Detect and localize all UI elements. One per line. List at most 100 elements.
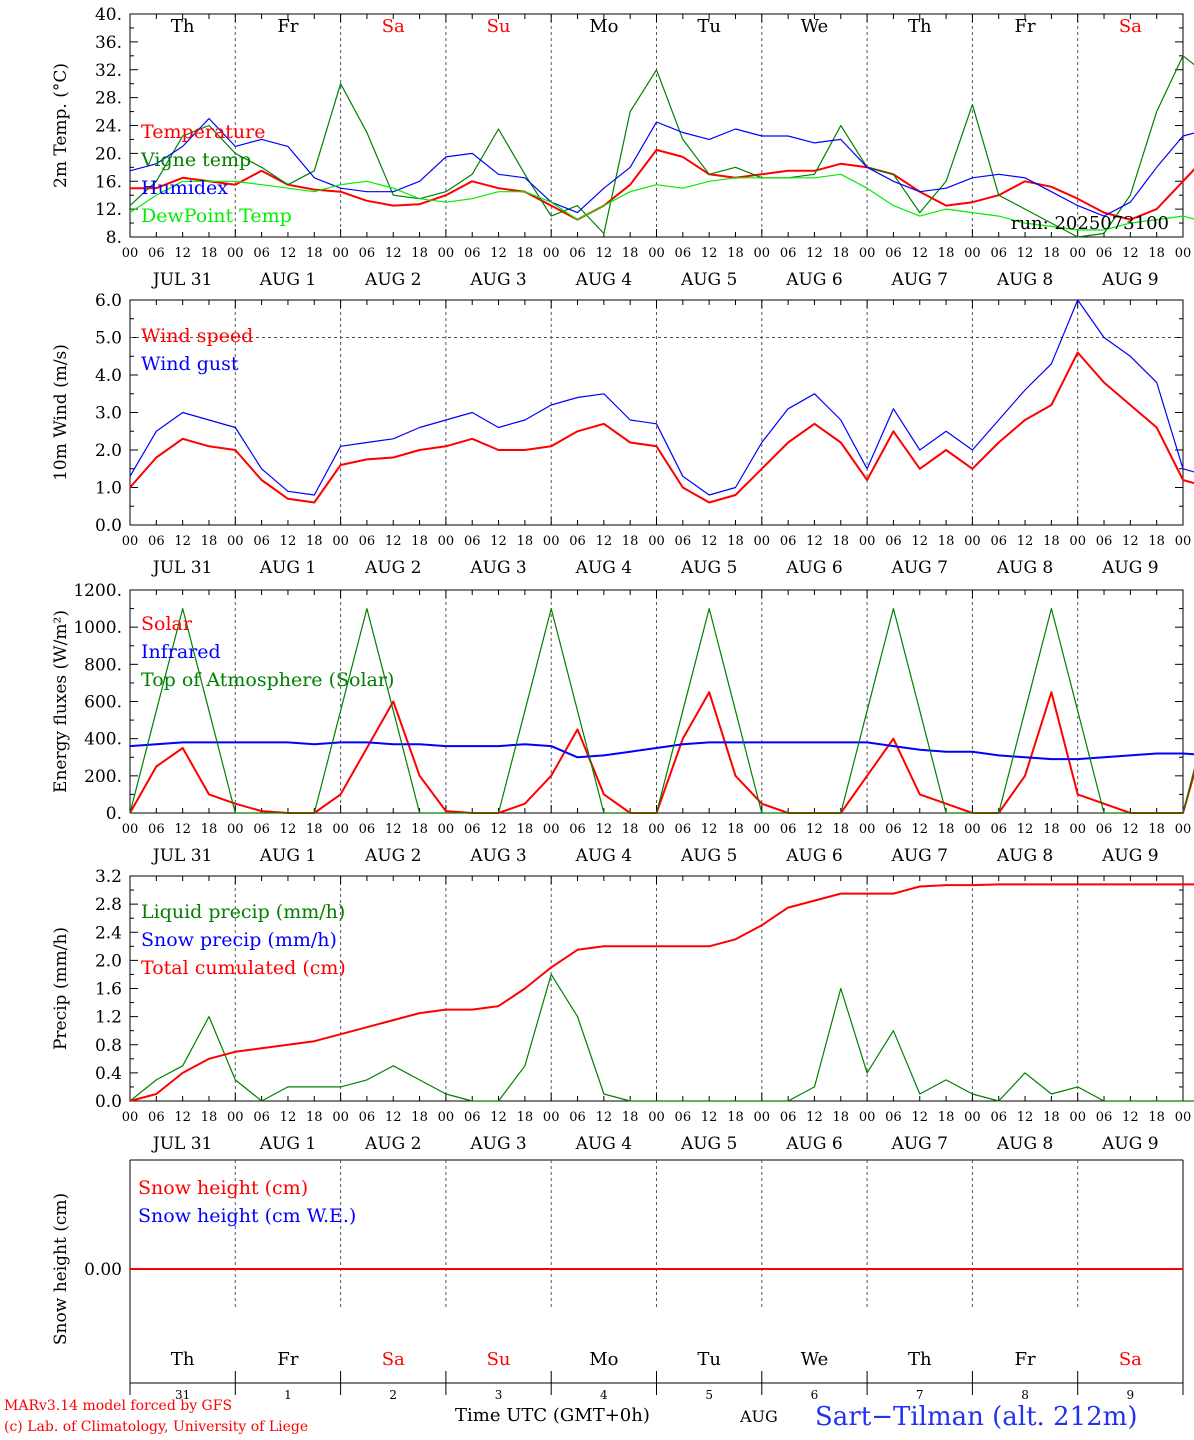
hour-tick-label: 18 (727, 1110, 744, 1125)
hour-tick-label: 00 (438, 534, 455, 549)
run-annotation: run: 2025073100 (1011, 213, 1169, 234)
hour-tick-label: 00 (754, 1110, 771, 1125)
date-label: AUG 5 (680, 1134, 737, 1154)
hour-tick-label: 06 (885, 534, 902, 549)
weekday-label: We (801, 1349, 829, 1370)
day-number-label: 6 (811, 1388, 819, 1402)
hour-tick-label: 00 (227, 246, 244, 261)
hour-tick-label: 06 (464, 246, 481, 261)
date-label: AUG 2 (364, 558, 421, 578)
hour-tick-label: 00 (1069, 1110, 1086, 1125)
hour-tick-label: 12 (280, 534, 297, 549)
hour-tick-label: 18 (727, 534, 744, 549)
series-line-3 (129, 607, 1194, 814)
date-label: AUG 6 (785, 270, 842, 290)
y-tick-label: 0.8 (95, 1036, 122, 1056)
hour-tick-label: 00 (648, 1110, 665, 1125)
hour-tick-label: 06 (1096, 534, 1113, 549)
hour-tick-label: 00 (332, 534, 349, 549)
hour-tick-label: 12 (911, 246, 928, 261)
hour-tick-label: 00 (1175, 534, 1192, 549)
hour-tick-label: 12 (174, 1110, 191, 1125)
hour-tick-label: 00 (1069, 534, 1086, 549)
hour-tick-label: 18 (306, 534, 323, 549)
copyright-credit: (c) Lab. of Climatology, University of L… (4, 1419, 309, 1435)
hour-tick-label: 00 (227, 534, 244, 549)
hour-tick-label: 00 (648, 534, 665, 549)
series-line-2 (129, 299, 1194, 496)
hour-tick-label: 00 (227, 822, 244, 837)
hour-tick-label: 06 (990, 822, 1007, 837)
hour-tick-label: 06 (464, 822, 481, 837)
hour-tick-label: 00 (754, 246, 771, 261)
day-number-label: 5 (705, 1388, 713, 1402)
hour-tick-label: 00 (543, 1110, 560, 1125)
legend-entry: Wind gust (141, 353, 239, 375)
hour-tick-label: 12 (596, 246, 613, 261)
date-label: AUG 2 (364, 1134, 421, 1154)
date-label: AUG 9 (1101, 1134, 1158, 1154)
y-tick-label: 800. (84, 655, 122, 675)
hour-tick-label: 06 (359, 822, 376, 837)
hour-tick-label: 06 (148, 246, 165, 261)
panel-4: 00 06 12 18 00 06 12 18 00 06 12 18 00 06 12 18 00 06 12 18… (51, 867, 1194, 1154)
y-axis-label: Precip (mm/h) (51, 927, 71, 1050)
hour-tick-label: 18 (833, 1110, 850, 1125)
hour-tick-label: 06 (464, 534, 481, 549)
hour-tick-label: 06 (1096, 822, 1113, 837)
hour-tick-label: 18 (201, 822, 218, 837)
y-tick-label: 2.4 (95, 923, 122, 943)
date-label: AUG 3 (469, 270, 526, 290)
hour-tick-label: 06 (253, 246, 270, 261)
panel-1: 00 06 12 18 00 06 12 18 00 06 12 18 00 06 12 18 00 06 12 18… (51, 5, 1194, 290)
hour-tick-label: 06 (780, 246, 797, 261)
hour-tick-label: 00 (859, 246, 876, 261)
y-tick-label: 400. (84, 730, 122, 750)
date-label: AUG 7 (891, 1134, 948, 1154)
hour-tick-label: 12 (1017, 822, 1034, 837)
hour-tick-label: 00 (859, 1110, 876, 1125)
day-number-label: 4 (600, 1388, 608, 1402)
date-label: AUG 3 (469, 558, 526, 578)
hour-tick-label: 06 (780, 822, 797, 837)
hour-tick-label: 12 (596, 822, 613, 837)
weekday-label: Th (171, 16, 195, 37)
date-label: AUG 6 (785, 558, 842, 578)
legend-entry: Temperature (141, 121, 265, 143)
weekday-label: Fr (277, 16, 298, 37)
weekday-label: Su (487, 16, 511, 37)
hour-tick-label: 06 (148, 822, 165, 837)
hour-tick-label: 18 (517, 822, 534, 837)
hour-tick-label: 18 (411, 534, 428, 549)
series-line-1 (129, 351, 1194, 504)
hour-tick-label: 12 (385, 246, 402, 261)
y-tick-label: 200. (84, 767, 122, 787)
hour-tick-label: 18 (938, 246, 955, 261)
weekday-label: Th (171, 1349, 195, 1370)
hour-tick-label: 00 (1175, 822, 1192, 837)
hour-tick-label: 18 (1148, 1110, 1165, 1125)
hour-tick-label: 18 (833, 534, 850, 549)
hour-tick-label: 12 (911, 534, 928, 549)
legend-entry: Snow height (cm W.E.) (138, 1205, 356, 1227)
hour-tick-label: 12 (174, 822, 191, 837)
hour-tick-label: 00 (1175, 1110, 1192, 1125)
legend-entry: Liquid precip (mm/h) (141, 901, 345, 923)
hour-tick-label: 18 (201, 246, 218, 261)
day-number-label: 7 (916, 1388, 924, 1402)
y-tick-label: 1200. (73, 581, 122, 601)
hour-tick-label: 12 (806, 822, 823, 837)
y-tick-label: 0.4 (95, 1064, 122, 1084)
date-label: JUL 31 (151, 1134, 212, 1154)
hour-tick-label: 18 (306, 246, 323, 261)
hour-tick-label: 12 (806, 246, 823, 261)
hour-tick-label: 18 (833, 822, 850, 837)
hour-tick-label: 18 (622, 534, 639, 549)
date-label: AUG 4 (575, 1134, 632, 1154)
y-tick-label: 1.0 (95, 479, 122, 499)
date-label: AUG 5 (680, 558, 737, 578)
weekday-label: Mo (589, 16, 618, 37)
hour-tick-label: 06 (885, 246, 902, 261)
hour-tick-label: 18 (306, 822, 323, 837)
